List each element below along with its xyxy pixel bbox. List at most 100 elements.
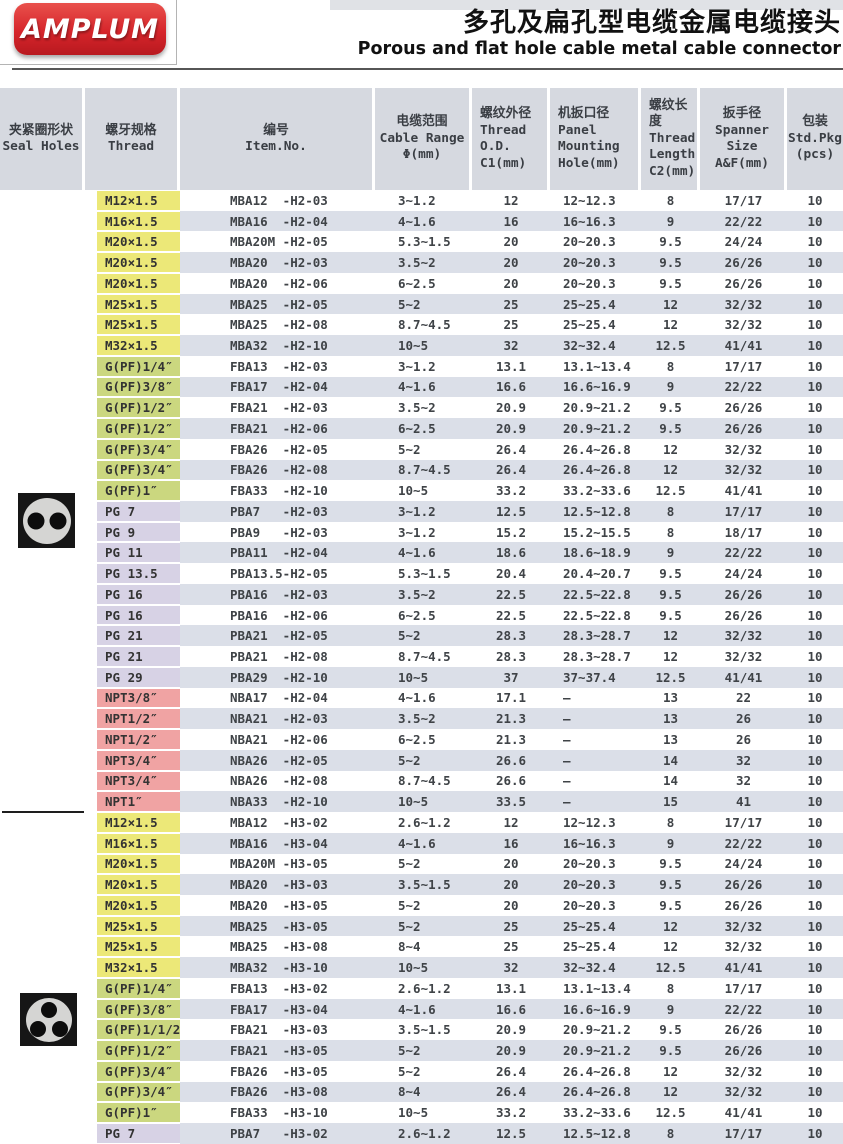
std-pkg-cell: 10 [787, 252, 843, 273]
thread-od-cell: 26.4 [472, 459, 550, 481]
item-no-cell: MBA12 -H2-03 [230, 192, 328, 208]
thread-chip: PG 16 [97, 584, 180, 604]
panel-hole-cell: 32~32.4 [550, 957, 641, 978]
thread-od-cell: 20.9 [472, 418, 550, 439]
std-pkg-cell: 10 [787, 293, 843, 315]
table-row: M16×1.5 MBA16 -H3-04 4~1.6 16 16~16.3 9 … [0, 832, 843, 854]
table-row: G(PF)1/2″ FBA21 -H2-06 6~2.5 20.9 20.9~2… [0, 418, 843, 439]
thread-cell: PG 21 [85, 646, 180, 667]
panel-hole-cell: 20~20.3 [550, 874, 641, 895]
cable-range-cell: 2.6~1.2 [398, 814, 451, 830]
thread-od-cell: 18.6 [472, 542, 550, 564]
panel-hole-cell: 20~20.3 [563, 275, 616, 291]
thread-od-cell: 20.9 [495, 1022, 527, 1038]
thread-cell: M25×1.5 [85, 314, 180, 336]
item-no-cell: NBA21 -H2-06 [230, 731, 328, 747]
seal-hole [51, 1020, 68, 1037]
seal-cell [0, 749, 85, 771]
seal-cell [0, 812, 85, 833]
thread-od-cell: 12 [503, 192, 519, 208]
item-no-cell: FBA26 -H3-05 [230, 1063, 328, 1079]
thread-od-cell: 28.3 [495, 649, 527, 665]
thread-cell: G(PF)1/1/2″ [85, 1019, 180, 1041]
table-row: NPT1/2″ NBA21 -H2-06 6~2.5 21.3 – 13 26 … [0, 729, 843, 750]
table-row: M20×1.5 MBA20M -H2-05 5.3~1.5 20 20~20.3… [0, 231, 843, 253]
thread-length-cell: 9 [641, 998, 700, 1020]
item-no-cell: FBA26 -H2-08 [180, 459, 375, 481]
cable-range-cell: 3.5~2 [398, 400, 436, 416]
table-row: M20×1.5 MBA20 -H2-03 3.5~2 20 20~20.3 9.… [0, 252, 843, 273]
thread-cell: M20×1.5 [85, 252, 180, 273]
thread-chip: G(PF)1/2″ [97, 398, 180, 418]
panel-hole-cell: 25~25.4 [550, 915, 641, 937]
header-item-no: 编号 Item.No. [180, 88, 375, 190]
thread-chip: NPT3/4″ [97, 750, 180, 770]
cable-range-cell: 8~4 [398, 939, 421, 955]
panel-hole-cell: 28.3~28.7 [550, 625, 641, 647]
item-no-cell: PBA7 -H2-03 [180, 501, 375, 522]
std-pkg-cell: 10 [807, 690, 823, 706]
std-pkg-cell: 10 [807, 649, 823, 665]
thread-cell: PG 21 [85, 625, 180, 647]
thread-od-cell: 26.4 [495, 441, 527, 457]
thread-od-cell: 21.3 [495, 731, 527, 747]
spanner-size-cell: 32/32 [700, 1081, 787, 1103]
thread-cell: PG 11 [85, 542, 180, 564]
std-pkg-cell: 10 [807, 234, 823, 250]
item-no-cell: NBA33 -H2-10 [180, 791, 375, 813]
seal-cell [0, 729, 85, 750]
table-row: M12×1.5 MBA12 -H2-03 3~1.2 12 12~12.3 8 … [0, 190, 843, 211]
thread-cell: PG 9 [85, 521, 180, 543]
spanner-size-cell: 22/22 [700, 542, 787, 564]
std-pkg-cell: 10 [807, 980, 823, 996]
spanner-size-cell: 26/26 [700, 1040, 787, 1061]
cable-range-cell: 3.5~1.5 [375, 874, 472, 895]
thread-od-cell: 17.1 [495, 690, 527, 706]
seal-cell [0, 687, 85, 709]
thread-chip: G(PF)3/4″ [97, 1082, 180, 1102]
thread-chip: M20×1.5 [97, 253, 180, 272]
thread-cell: M25×1.5 [85, 293, 180, 315]
panel-hole-cell: 16~16.3 [550, 210, 641, 232]
std-pkg-cell: 10 [787, 874, 843, 895]
thread-od-cell: 33.2 [495, 483, 527, 499]
thread-chip: M25×1.5 [97, 916, 180, 936]
std-pkg-cell: 10 [787, 1081, 843, 1103]
item-no-cell: MBA20M -H2-05 [230, 234, 328, 250]
item-no-cell: FBA26 -H3-08 [180, 1081, 375, 1103]
cable-range-cell: 3~1.2 [398, 524, 436, 540]
thread-chip: M25×1.5 [97, 294, 180, 314]
item-no-cell: MBA32 -H2-10 [180, 335, 375, 356]
seal-cell [0, 583, 85, 605]
cable-range-cell: 10~5 [375, 335, 472, 356]
cable-range-cell: 3.5~2 [375, 708, 472, 730]
item-no-cell: MBA25 -H2-05 [180, 293, 375, 315]
thread-length-cell: 9.5 [659, 234, 682, 250]
thread-od-cell: 16 [472, 832, 550, 854]
thread-length-cell: 12 [641, 915, 700, 937]
seal-hole [40, 1001, 57, 1018]
thread-od-cell: 32 [472, 335, 550, 356]
table-row: G(PF)3/4″ FBA26 -H3-08 8~4 26.4 26.4~26.… [0, 1081, 843, 1103]
thread-chip: PG 7 [97, 1124, 180, 1143]
thread-length-cell: 9.5 [641, 252, 700, 273]
panel-hole-cell: 26.4~26.8 [550, 459, 641, 481]
seal-cell [0, 355, 85, 377]
table-row: PG 7 PBA7 -H2-03 3~1.2 12.5 12.5~12.8 8 … [0, 501, 843, 522]
thread-cell: G(PF)3/8″ [85, 998, 180, 1020]
panel-hole-cell: 26.4~26.8 [563, 441, 631, 457]
std-pkg-cell: 10 [787, 1040, 843, 1061]
std-pkg-cell: 10 [787, 376, 843, 398]
panel-hole-cell: 32~32.4 [550, 335, 641, 356]
cable-range-cell: 4~1.6 [398, 690, 436, 706]
cable-range-cell: 6~2.5 [398, 731, 436, 747]
std-pkg-cell: 10 [807, 317, 823, 333]
std-pkg-cell: 10 [807, 275, 823, 291]
seal-hole [49, 512, 66, 529]
table-row: G(PF)3/4″ FBA26 -H2-08 8.7~4.5 26.4 26.4… [0, 459, 843, 481]
thread-cell: NPT1″ [85, 791, 180, 813]
seal-cell [0, 252, 85, 273]
thread-chip: M32×1.5 [97, 958, 180, 977]
std-pkg-cell: 10 [787, 749, 843, 771]
item-no-cell: MBA20M -H3-05 [230, 856, 328, 872]
